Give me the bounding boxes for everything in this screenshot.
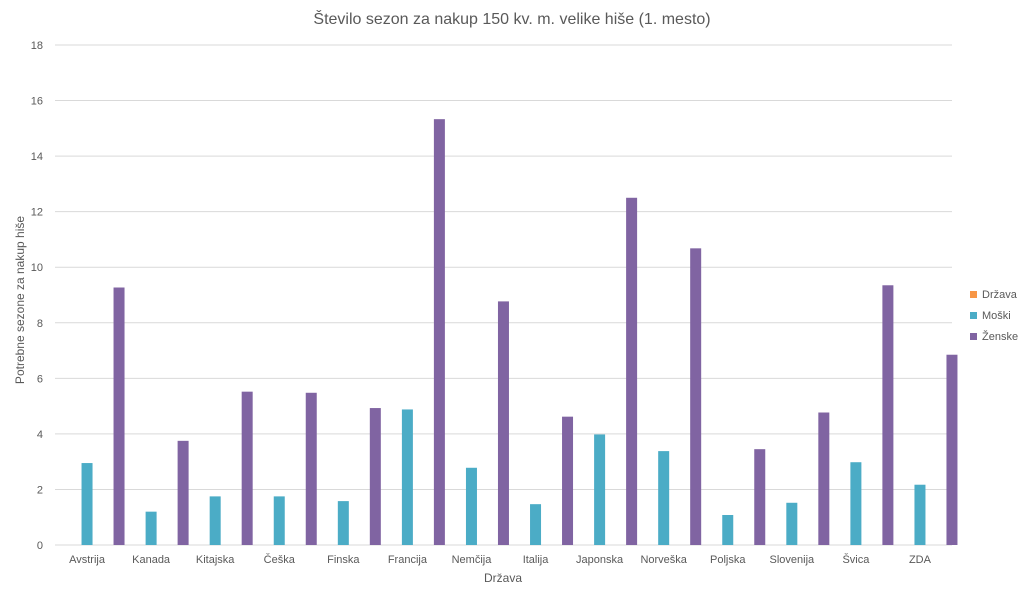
bar-ženske <box>369 408 381 545</box>
bar-ženske <box>241 391 253 545</box>
x-tick-label: Finska <box>327 554 360 566</box>
y-tick-label: 10 <box>31 262 43 274</box>
y-tick-label: 16 <box>31 96 43 108</box>
x-tick-label: Slovenija <box>770 554 816 566</box>
bar-moški <box>337 501 349 545</box>
x-tick-label: Švica <box>842 553 870 566</box>
bar-moški <box>850 462 862 545</box>
y-tick-label: 2 <box>37 484 43 496</box>
bar-moški <box>81 463 93 545</box>
legend-label: Moški <box>982 310 1011 322</box>
x-tick-label: ZDA <box>909 554 932 566</box>
bar-ženske <box>818 412 830 545</box>
bar-ženske <box>497 301 509 545</box>
chart-title: Število sezon za nakup 150 kv. m. velike… <box>313 9 710 28</box>
x-tick-label: Poljska <box>710 554 746 566</box>
bar-ženske <box>882 285 894 545</box>
legend-label: Ženske <box>982 330 1018 343</box>
x-tick-label: Japonska <box>576 554 624 566</box>
bar-moški <box>465 467 477 545</box>
bar-ženske <box>562 416 574 545</box>
bar-moški <box>209 496 221 545</box>
legend-label: Država <box>982 289 1018 301</box>
x-tick-label: Avstrija <box>69 554 106 566</box>
bar-ženske <box>626 197 638 545</box>
x-tick-label: Kanada <box>132 554 171 566</box>
legend-swatch <box>970 291 977 298</box>
bar-moški <box>722 515 734 545</box>
y-axis-title: Potrebne sezone za nakup hiše <box>13 216 27 384</box>
legend-swatch <box>970 333 977 340</box>
y-axis-ticks: 0 2 4 6 8 10 12 14 16 18 <box>31 40 43 552</box>
x-tick-label: Italija <box>523 554 550 566</box>
bar-ženske <box>305 392 317 545</box>
x-tick-label: Nemčija <box>452 554 493 566</box>
bar-ženske <box>433 119 445 546</box>
bar-moški <box>145 511 157 545</box>
bar-ženske <box>177 440 189 545</box>
x-axis-title: Država <box>484 571 522 585</box>
x-tick-label: Francija <box>388 554 428 566</box>
legend-swatch <box>970 312 977 319</box>
bar-moški <box>594 434 606 545</box>
bar-moški <box>530 504 542 545</box>
bar-moški <box>786 502 798 545</box>
y-tick-label: 8 <box>37 318 43 330</box>
bar-ženske <box>690 248 702 546</box>
bar-moški <box>658 451 670 545</box>
x-axis-ticks: Avstrija Kanada Kitajska Češka Finska Francij… <box>69 553 932 566</box>
bar-ženske <box>113 287 125 545</box>
y-tick-label: 18 <box>31 40 43 52</box>
bar-moški <box>401 409 413 545</box>
y-tick-label: 4 <box>37 429 43 441</box>
x-tick-label: Češka <box>264 553 296 566</box>
y-tick-label: 12 <box>31 207 43 219</box>
bar-moški <box>914 484 926 545</box>
legend: Država Moški Ženske <box>970 289 1018 343</box>
bar-ženske <box>946 354 958 545</box>
x-tick-label: Kitajska <box>196 554 235 566</box>
bars <box>81 119 958 546</box>
y-tick-label: 6 <box>37 373 43 385</box>
bar-ženske <box>754 449 766 545</box>
y-tick-label: 14 <box>31 151 43 163</box>
x-tick-label: Norveška <box>640 554 687 566</box>
y-tick-label: 0 <box>37 540 43 552</box>
bar-moški <box>273 496 285 545</box>
